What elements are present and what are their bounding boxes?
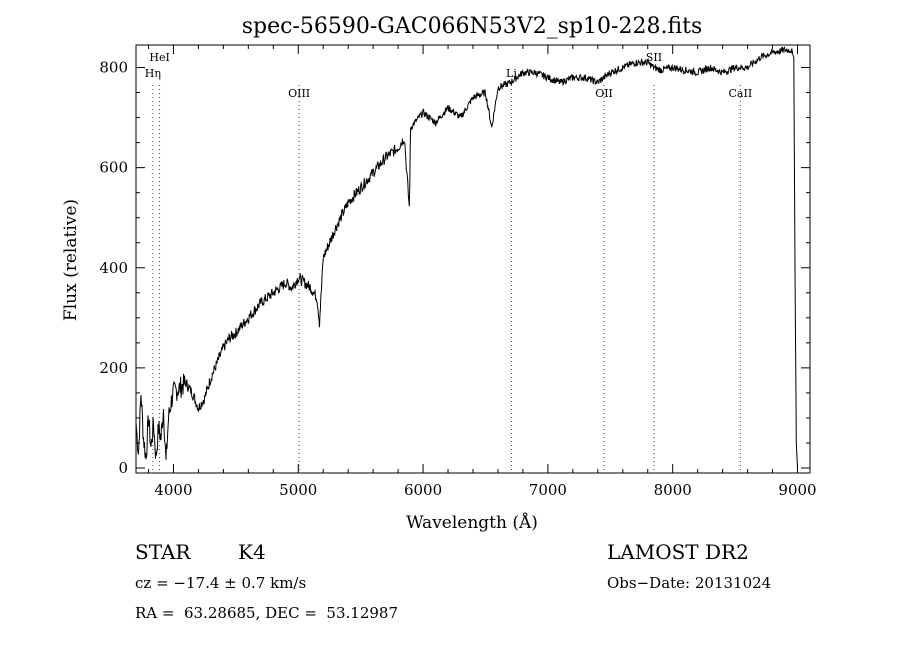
chart-title: spec-56590-GAC066N53V2_sp10-228.fits bbox=[242, 14, 703, 39]
spectrum-series-line bbox=[135, 46, 798, 469]
spectral-line-label: HeI bbox=[149, 51, 169, 64]
object-subclass: K4 bbox=[238, 540, 266, 564]
y-tick-label: 200 bbox=[99, 359, 128, 377]
spectral-line-label: OII bbox=[595, 87, 613, 100]
y-tick-label: 0 bbox=[118, 459, 128, 477]
plot-area: 4000 5000 6000 7000 8000 9000 0 200 400 600 800 HeI… bbox=[99, 44, 817, 499]
spectral-line-label: SII bbox=[646, 51, 662, 64]
x-axis-label: Wavelength (Å) bbox=[406, 512, 538, 533]
coordinates: RA = 63.28685, DEC = 53.12987 bbox=[135, 604, 399, 622]
y-tick-label: 400 bbox=[99, 259, 128, 277]
x-tick-label: 6000 bbox=[404, 481, 442, 499]
spectral-line-label: Li bbox=[506, 67, 517, 80]
survey-name: LAMOST DR2 bbox=[607, 540, 749, 564]
x-tick-label: 5000 bbox=[279, 481, 317, 499]
observation-date: Obs−Date: 20131024 bbox=[607, 574, 772, 592]
plot-frame bbox=[135, 44, 811, 474]
y-tick-label: 600 bbox=[99, 159, 128, 177]
y-axis-label: Flux (relative) bbox=[61, 199, 81, 321]
x-tick-label: 8000 bbox=[654, 481, 692, 499]
y-tick-label: 800 bbox=[99, 59, 128, 77]
spectral-line-label: CaII bbox=[729, 87, 753, 100]
x-tick-label: 4000 bbox=[154, 481, 192, 499]
spectrum-chart: spec-56590-GAC066N53V2_sp10-228.fits 400… bbox=[61, 14, 817, 533]
spectral-line-label: Hη bbox=[145, 67, 161, 80]
x-tick-label: 7000 bbox=[529, 481, 567, 499]
redshift-velocity: cz = −17.4 ± 0.7 km/s bbox=[135, 574, 307, 592]
spectral-line-label: OIII bbox=[288, 87, 310, 100]
x-tick-label: 9000 bbox=[778, 481, 816, 499]
object-class: STAR bbox=[135, 540, 191, 564]
